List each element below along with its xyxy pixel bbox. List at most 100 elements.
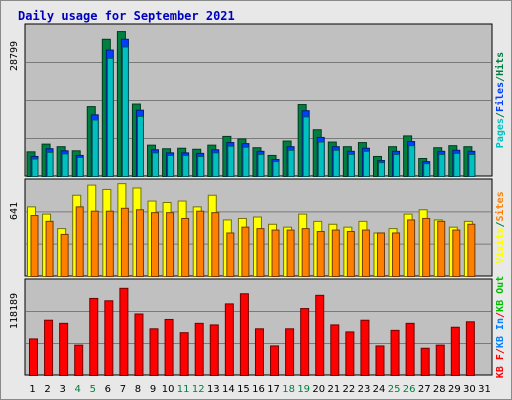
bar-sites <box>241 226 250 277</box>
bar-pages <box>106 57 114 177</box>
legend-entry: Pages <box>495 118 506 148</box>
y-max-label: 118189 <box>9 293 20 329</box>
bar-pages <box>152 152 160 177</box>
bar-pages <box>287 149 295 177</box>
legend-entry: KB F <box>495 354 506 378</box>
bar-kb-f <box>89 297 99 376</box>
bar-kb-f <box>29 338 38 376</box>
bar-pages <box>347 153 355 177</box>
x-tick-label: 15 <box>237 384 250 395</box>
bar-sites <box>422 217 431 278</box>
bar-sites <box>407 219 416 277</box>
x-tick-label: 29 <box>448 384 461 395</box>
bar-kb-f <box>345 331 355 377</box>
bar-pages <box>212 152 220 177</box>
x-tick-label: 8 <box>135 384 141 395</box>
x-tick-label: 17 <box>267 384 280 395</box>
x-tick-label: 10 <box>162 384 175 395</box>
series-legend: KB F/KB In/KB Out <box>495 276 506 378</box>
bar-pages <box>317 141 325 178</box>
legend-entry: / <box>495 112 506 118</box>
bar-sites <box>196 210 205 278</box>
bar-kb-f <box>104 300 114 377</box>
bar-kb-f <box>224 303 234 377</box>
bar-sites <box>437 220 446 278</box>
x-tick-label: 16 <box>252 384 265 395</box>
bar-kb-f <box>465 321 475 377</box>
panel-kbytes: 118189 KB F/KB In/KB Out <box>9 276 506 378</box>
bar-kb-f <box>375 345 385 376</box>
panel-visits-sites: 641 Visits/Sites <box>9 178 506 278</box>
x-tick-label: 2 <box>44 384 50 395</box>
x-axis-ticks: 1 2 3 4 5 6 7 8 9 10 11 12 13 14 15 16 17 18 19 20 21 22 23 24 2… <box>29 384 490 395</box>
x-tick-label: 31 <box>478 384 491 395</box>
bar-sites <box>135 209 144 277</box>
bar-sites <box>376 232 385 277</box>
bar-pages <box>302 116 310 177</box>
bar-kb-f <box>194 322 204 377</box>
bar-pages <box>46 151 54 178</box>
bar-pages <box>453 152 461 177</box>
bar-sites <box>331 229 340 277</box>
bar-pages <box>272 161 280 178</box>
bar-sites <box>467 223 476 277</box>
x-tick-label: 7 <box>120 384 126 395</box>
series-legend: Pages/Files/Hits <box>494 52 506 148</box>
bar-pages <box>423 163 431 177</box>
bar-kb-f <box>450 326 460 376</box>
bar-kb-f <box>330 324 340 376</box>
x-tick-label: 6 <box>105 384 111 395</box>
bar-sites <box>346 231 355 278</box>
bar-sites <box>90 210 99 278</box>
bar-sites <box>301 228 310 278</box>
bar-pages <box>91 119 99 177</box>
bar-pages <box>31 158 39 178</box>
x-tick-label: 3 <box>59 384 65 395</box>
bar-kb-f <box>360 319 370 376</box>
panels: 28799Pages/Files/Hits641Visits/Sites1181… <box>9 23 506 378</box>
bar-sites <box>361 229 370 277</box>
bar-pages <box>61 153 69 178</box>
x-tick-label: 13 <box>207 384 220 395</box>
legend-entry: Sites <box>494 191 506 221</box>
bar-pages <box>76 156 84 178</box>
bar-kb-f <box>59 322 69 377</box>
legend-entry: KB Out <box>495 276 506 312</box>
x-tick-label: 22 <box>343 384 356 395</box>
bar-kb-f <box>285 328 295 376</box>
chart-title: Daily usage for September 2021 <box>18 9 235 23</box>
bar-kb-f <box>390 329 400 376</box>
x-tick-label: 30 <box>463 384 476 395</box>
x-tick-label: 1 <box>29 384 35 395</box>
bar-sites <box>120 207 129 278</box>
bar-sites <box>60 233 69 277</box>
bar-pages <box>393 153 401 177</box>
bar-kb-f <box>239 293 249 377</box>
bar-pages <box>332 149 340 177</box>
bar-pages <box>167 154 175 177</box>
bar-kb-f <box>44 319 54 376</box>
bar-sites <box>452 229 461 277</box>
bar-kb-f <box>149 328 159 376</box>
bar-sites <box>392 232 401 277</box>
legend-entry: / <box>495 221 506 227</box>
x-tick-label: 5 <box>90 384 96 395</box>
bar-sites <box>286 229 295 277</box>
bar-pages <box>468 153 476 177</box>
bar-kb-f <box>134 313 144 377</box>
bar-pages <box>182 154 190 177</box>
y-max-label: 641 <box>9 202 20 220</box>
legend-entry: Visits <box>494 228 506 264</box>
bar-kb-f <box>315 294 325 376</box>
bar-sites <box>105 210 114 278</box>
legend-entry: Files <box>494 82 506 112</box>
bar-sites <box>30 215 39 278</box>
x-tick-label: 28 <box>433 384 446 395</box>
bar-kb-f <box>74 344 84 376</box>
x-tick-label: 14 <box>222 384 235 395</box>
x-tick-label: 18 <box>282 384 295 395</box>
bar-kb-f <box>209 324 219 376</box>
